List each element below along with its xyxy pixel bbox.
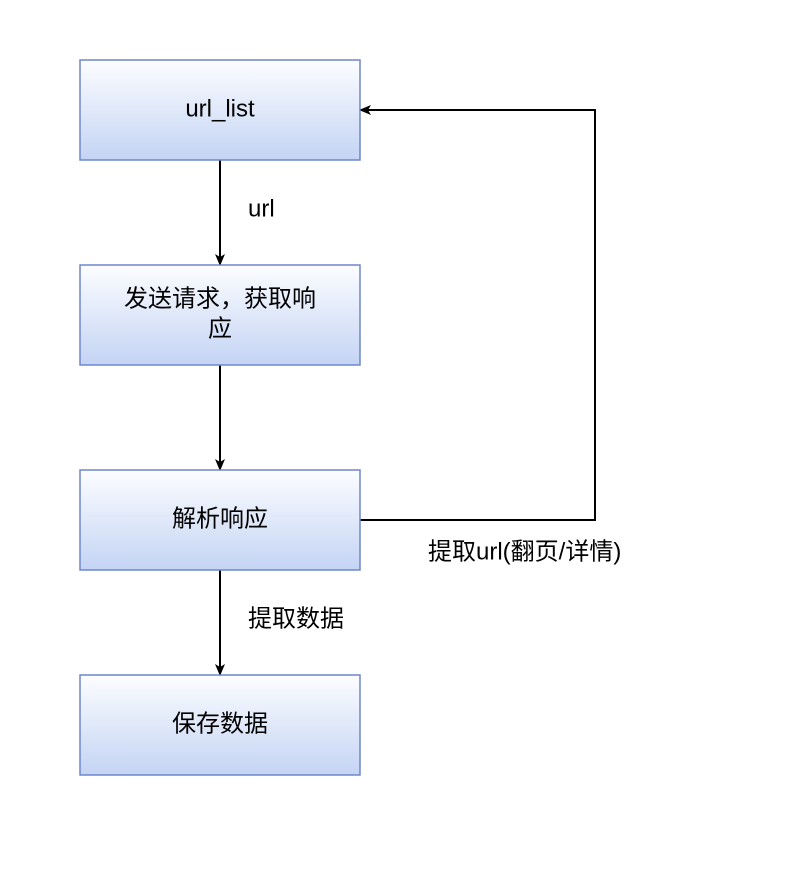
flow-node-label: url_list: [185, 95, 255, 122]
edge-label: 提取url(翻页/详情): [428, 538, 621, 565]
flow-node-label: 解析响应: [172, 505, 268, 532]
flow-node-label: 应: [208, 315, 232, 342]
flow-node-label: 发送请求，获取响: [124, 285, 316, 312]
edge-label: url: [248, 195, 275, 222]
edge-n3-n1: [360, 110, 595, 520]
flowchart-canvas: url_list 发送请求，获取响应解析响应保存数据 url 提取数据 提取url(翻…: [0, 0, 806, 874]
edge-label: 提取数据: [248, 605, 344, 632]
flow-node-label: 保存数据: [172, 710, 268, 737]
